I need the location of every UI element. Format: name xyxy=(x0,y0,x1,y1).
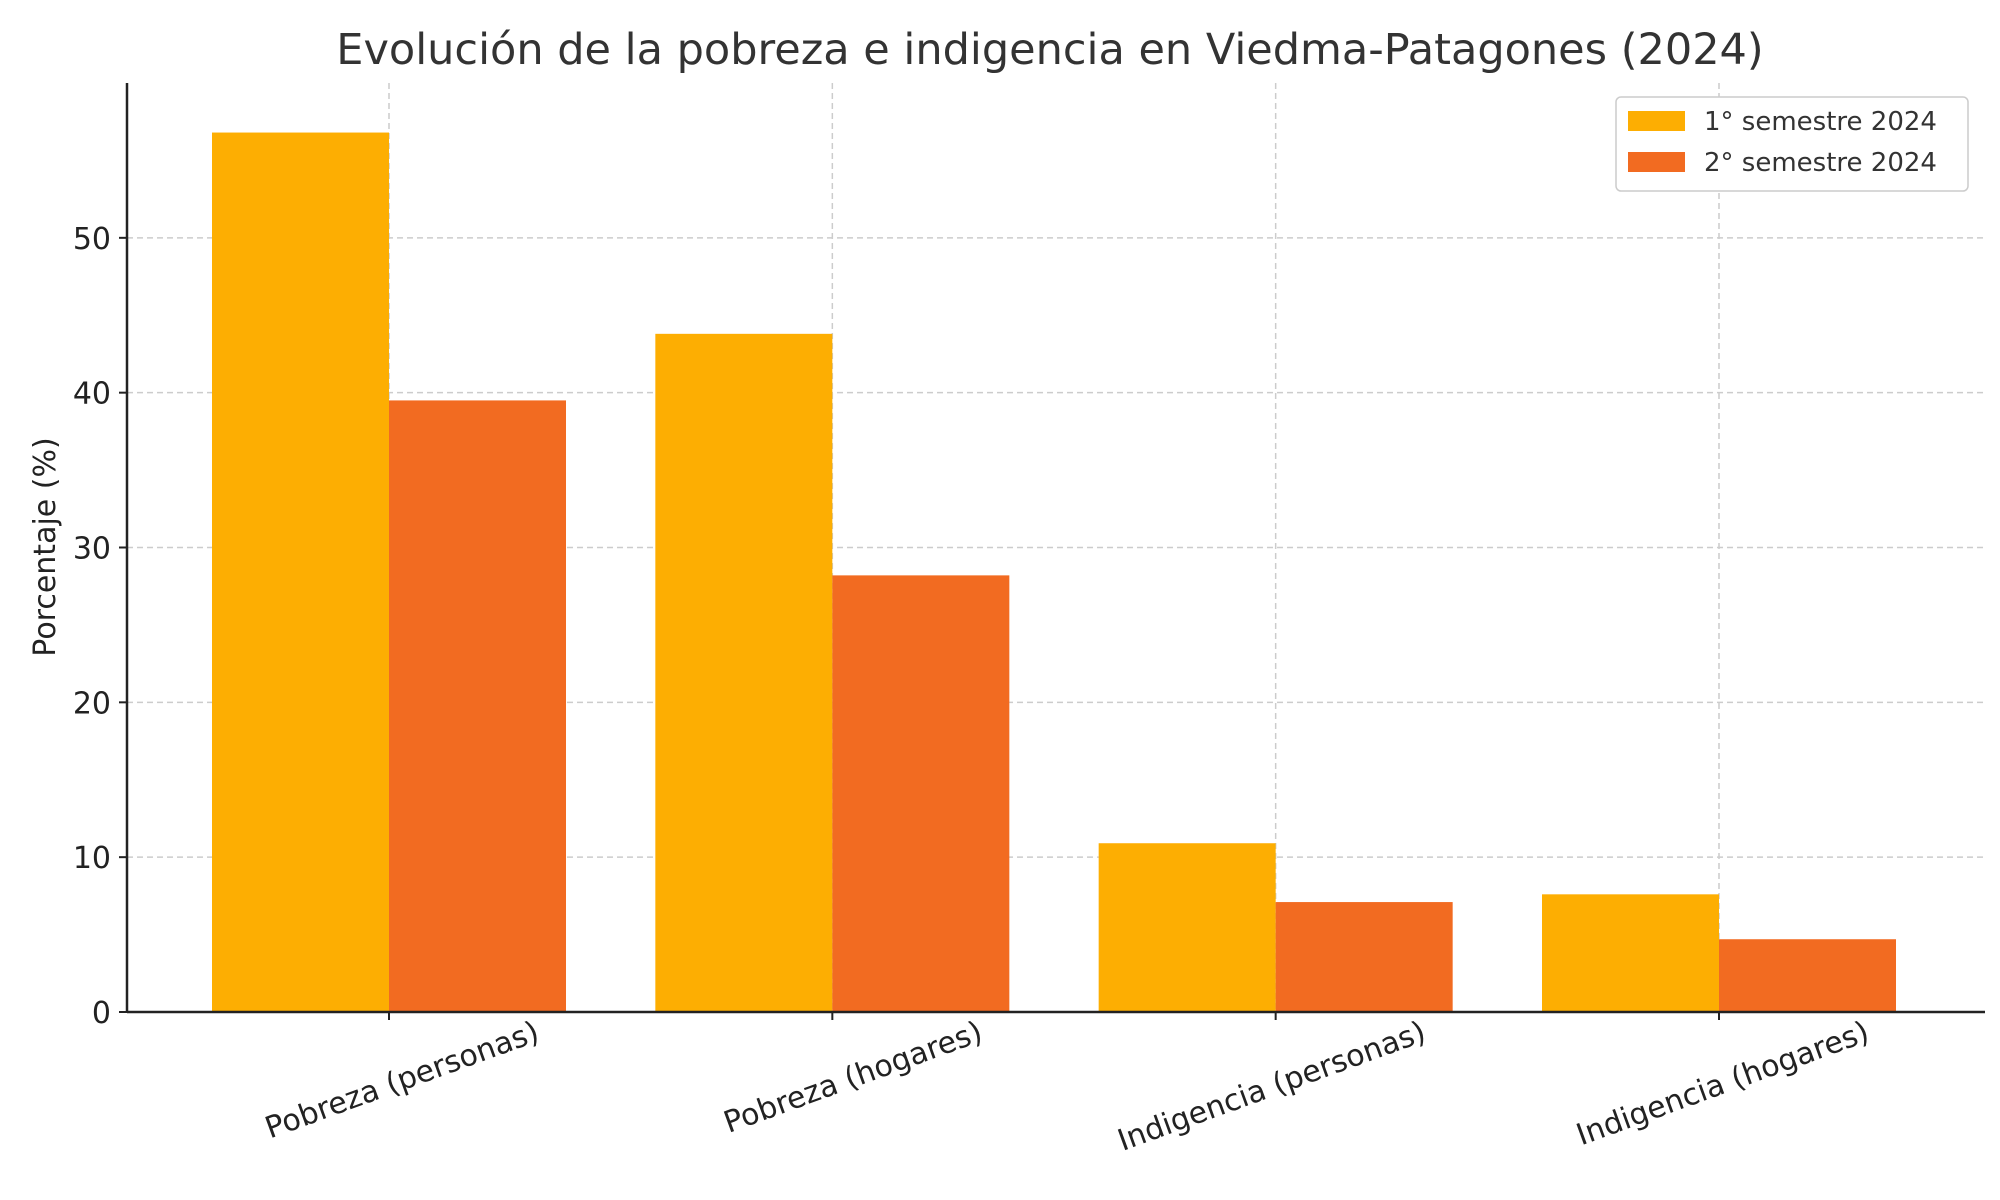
y-tick-label: 30 xyxy=(73,532,111,567)
bar-1-3 xyxy=(1098,843,1276,1012)
x-ticks: Pobreza (personas) Pobreza (hogares) Indig… xyxy=(261,1012,1874,1159)
bar-2-2 xyxy=(832,575,1010,1012)
bar-2-4 xyxy=(1719,939,1896,1012)
x-tick-label: Indigencia (personas) xyxy=(1113,1015,1430,1159)
y-tick-label: 50 xyxy=(73,222,111,257)
x-tick-label: Pobreza (hogares) xyxy=(719,1015,987,1141)
bars xyxy=(212,132,1896,1013)
bar-2-3 xyxy=(1275,902,1453,1012)
y-tick-label: 0 xyxy=(92,996,111,1031)
y-ticks: 0 10 20 30 40 50 xyxy=(73,222,127,1031)
bar-1-4 xyxy=(1542,894,1719,1012)
legend-label-2: 2° semestre 2024 xyxy=(1704,148,1937,178)
bar-2-1 xyxy=(389,400,566,1012)
legend: 1° semestre 2024 2° semestre 2024 xyxy=(1615,96,1969,192)
x-tick-label: Pobreza (personas) xyxy=(261,1015,544,1147)
x-tick-label: Indigencia (hogares) xyxy=(1572,1015,1874,1153)
bar-1-2 xyxy=(655,333,833,1013)
y-tick-label: 10 xyxy=(73,841,111,876)
legend-label-1: 1° semestre 2024 xyxy=(1704,107,1937,137)
y-tick-label: 20 xyxy=(73,686,111,721)
bar-1-1 xyxy=(212,132,389,1013)
legend-swatch-2 xyxy=(1628,152,1685,172)
chart-title: Evolución de la pobreza e indigencia en … xyxy=(336,25,1763,75)
legend-box xyxy=(1615,96,1969,192)
y-tick-label: 40 xyxy=(73,377,111,412)
legend-swatch-1 xyxy=(1628,111,1685,131)
y-axis-label: Porcentaje (%) xyxy=(28,437,63,656)
